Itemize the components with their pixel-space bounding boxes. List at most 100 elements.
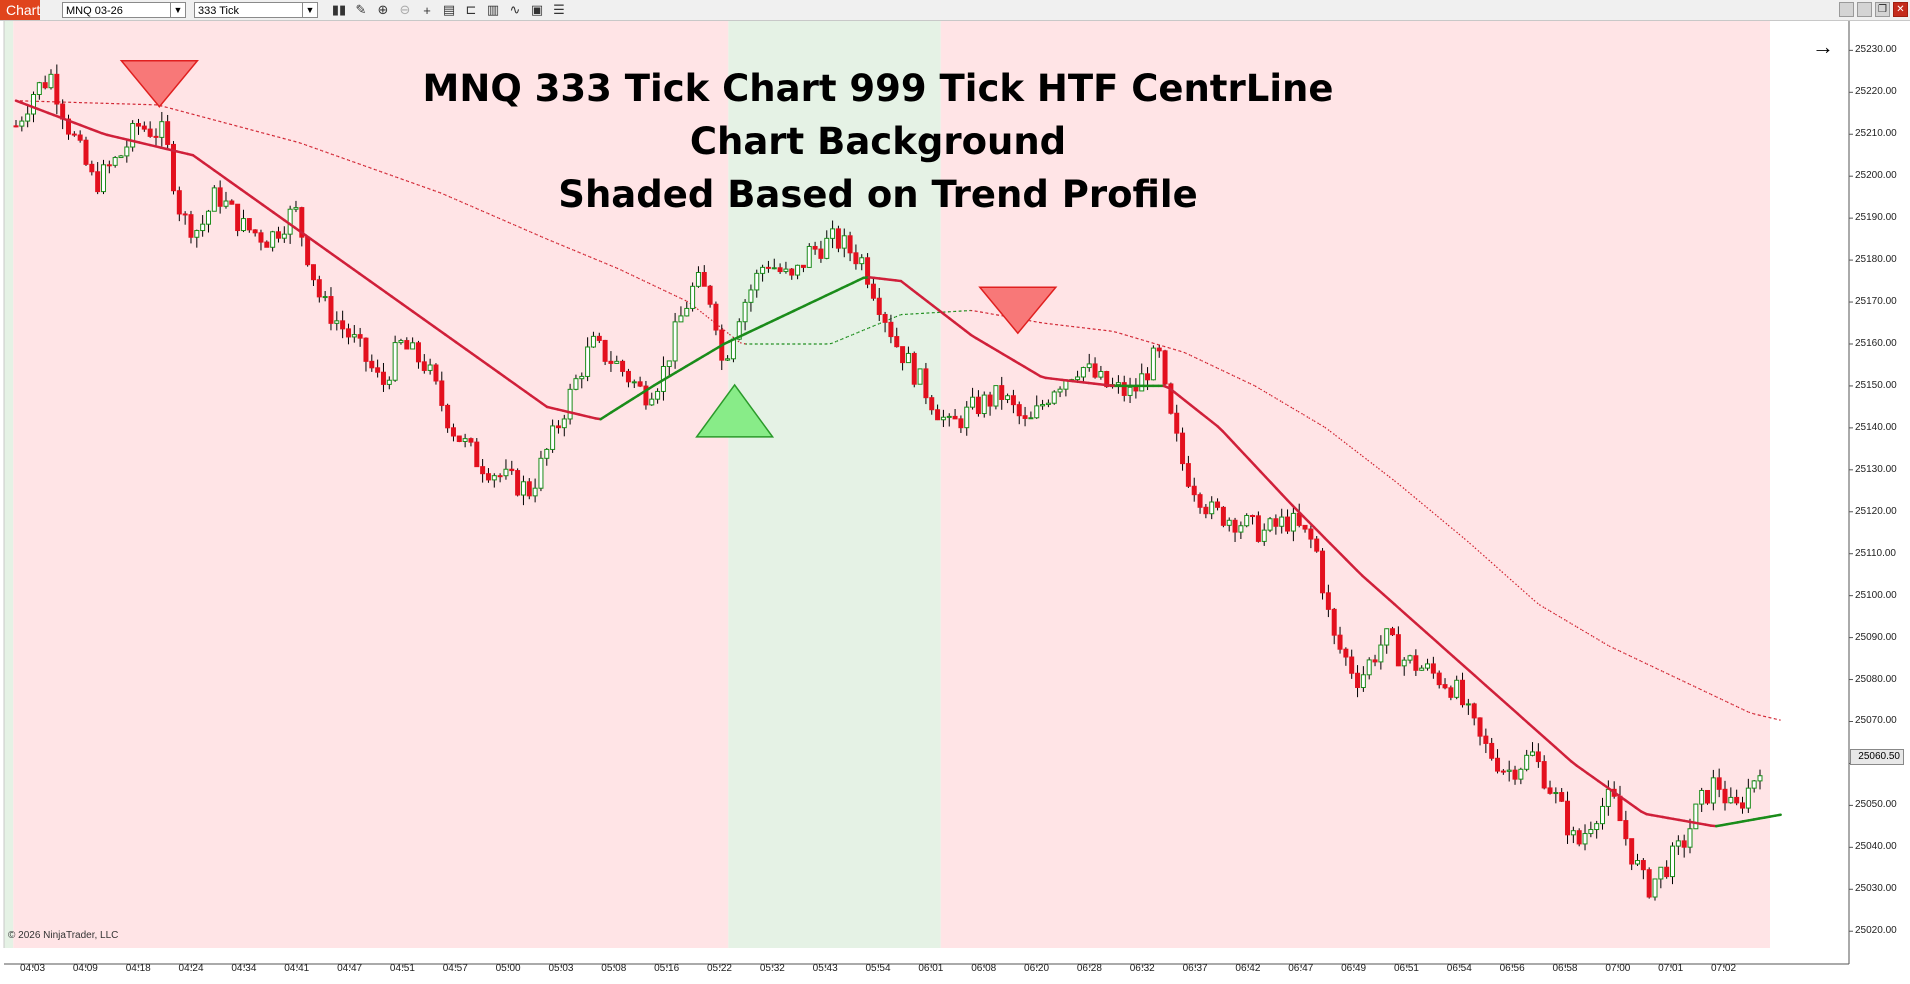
candle-body: [1215, 501, 1221, 508]
htf-centerline-segment: [337, 155, 344, 159]
candle-body: [398, 340, 404, 344]
candle-body: [684, 307, 690, 317]
candle-body: [240, 218, 246, 232]
htf-centerline-segment: [176, 109, 183, 113]
htf-centerline-segment: [487, 212, 494, 217]
htf-centerline-segment: [1614, 647, 1620, 652]
centerline-segment: [1275, 487, 1284, 496]
candle-body: [1506, 769, 1512, 772]
htf-centerline-segment: [986, 312, 993, 315]
candle-body: [806, 245, 812, 268]
candle-body: [322, 296, 328, 299]
htf-centerline-segment: [1335, 434, 1342, 440]
candle-body: [1279, 516, 1285, 527]
candle-body: [1378, 644, 1384, 663]
restore-icon[interactable]: [1857, 2, 1872, 17]
candle-body: [1162, 350, 1168, 385]
candle-body: [1133, 386, 1139, 392]
htf-centerline-segment: [1571, 623, 1578, 628]
htf-centerline-segment: [353, 161, 360, 165]
list-icon[interactable]: ☰: [553, 2, 565, 17]
htf-centerline-segment: [1260, 388, 1267, 393]
zoom-in-icon[interactable]: ⊕: [377, 2, 389, 17]
candle-body: [1407, 655, 1413, 661]
candle-body: [1710, 777, 1716, 804]
candle-body: [555, 425, 561, 429]
htf-centerline-segment: [552, 240, 558, 245]
htf-centerline-segment: [1678, 678, 1685, 683]
interval-value: 333 Tick: [198, 5, 239, 17]
htf-centerline-segment: [1276, 398, 1283, 403]
htf-centerline-segment: [1458, 533, 1465, 539]
centerline-segment: [1243, 452, 1251, 462]
candle-body: [1582, 833, 1588, 845]
candle-body: [567, 388, 573, 420]
draw-icon[interactable]: ✎: [355, 2, 367, 17]
htf-centerline-segment: [369, 167, 376, 171]
candle-body: [100, 164, 106, 193]
x-tick-label: 06:58: [1552, 963, 1578, 974]
y-tick-label: 25200.00: [1855, 170, 1897, 182]
candle-body: [1045, 402, 1051, 406]
candle-body: [153, 135, 159, 138]
candle-body: [223, 200, 229, 207]
candle-body: [1716, 777, 1722, 790]
candle-body: [1185, 463, 1191, 487]
maximize-icon[interactable]: ❐: [1875, 2, 1890, 17]
htf-centerline-segment: [1399, 484, 1406, 490]
chevron-down-icon[interactable]: ▼: [170, 3, 185, 17]
y-tick-label: 25100.00: [1855, 589, 1897, 601]
instrument-selector[interactable]: MNQ 03-26 ▼: [62, 2, 186, 18]
data-box-icon[interactable]: ▤: [442, 2, 456, 17]
chevron-down-icon[interactable]: ▼: [302, 3, 317, 17]
candle-body: [1605, 788, 1611, 807]
bar-type-icon[interactable]: ▮▮: [331, 2, 347, 17]
candle-body: [532, 487, 538, 497]
candle-body: [497, 475, 503, 478]
minimize-icon[interactable]: [1839, 2, 1854, 17]
candle-body: [876, 297, 882, 315]
candle-body: [1384, 628, 1390, 646]
x-tick-label: 06:56: [1499, 963, 1525, 974]
chart-style-icon[interactable]: ⊏: [465, 2, 477, 17]
candle-body: [1051, 391, 1057, 404]
htf-centerline-segment: [648, 282, 655, 287]
htf-centerline-segment: [187, 112, 194, 115]
close-icon[interactable]: ✕: [1893, 2, 1908, 17]
x-tick-label: 06:20: [1024, 963, 1050, 974]
interval-selector[interactable]: 333 Tick ▼: [194, 2, 318, 18]
strategies-icon[interactable]: ▣: [530, 2, 544, 17]
htf-centerline-segment: [471, 205, 478, 210]
htf-centerline-segment: [1635, 658, 1642, 662]
zoom-out-icon[interactable]: ⊖: [399, 2, 411, 17]
htf-centerline-segment: [1179, 350, 1186, 354]
htf-centerline-segment: [997, 314, 1004, 317]
htf-centerline-segment: [412, 182, 419, 186]
candle-body: [305, 236, 311, 266]
x-tick-label: 06:37: [1182, 963, 1208, 974]
arrow-right-icon[interactable]: →: [1812, 34, 1834, 59]
price-chart[interactable]: [0, 21, 1910, 984]
centerline-segment: [1307, 520, 1316, 529]
properties-icon[interactable]: ▥: [486, 2, 500, 17]
htf-centerline-segment: [1152, 342, 1159, 346]
crosshair-icon[interactable]: +: [423, 2, 431, 18]
indicators-icon[interactable]: ∿: [509, 2, 521, 17]
candle-body: [952, 415, 958, 420]
candle-body: [130, 123, 136, 148]
htf-centerline-segment: [396, 176, 403, 180]
chart-tab[interactable]: Chart: [0, 0, 40, 20]
centerline-segment: [1355, 569, 1364, 577]
htf-centerline-segment: [1249, 382, 1256, 387]
candle-body: [1273, 518, 1279, 527]
htf-centerline-segment: [1479, 552, 1487, 558]
htf-centerline-segment: [981, 311, 987, 314]
htf-centerline-segment: [1345, 443, 1352, 449]
htf-centerline-segment: [1603, 642, 1610, 647]
htf-centerline-segment: [509, 222, 516, 226]
candle-body: [415, 342, 421, 363]
candle-body: [1016, 404, 1022, 417]
candle-body: [1145, 373, 1151, 381]
candle-body: [1092, 363, 1098, 378]
htf-centerline-segment: [1748, 711, 1755, 715]
